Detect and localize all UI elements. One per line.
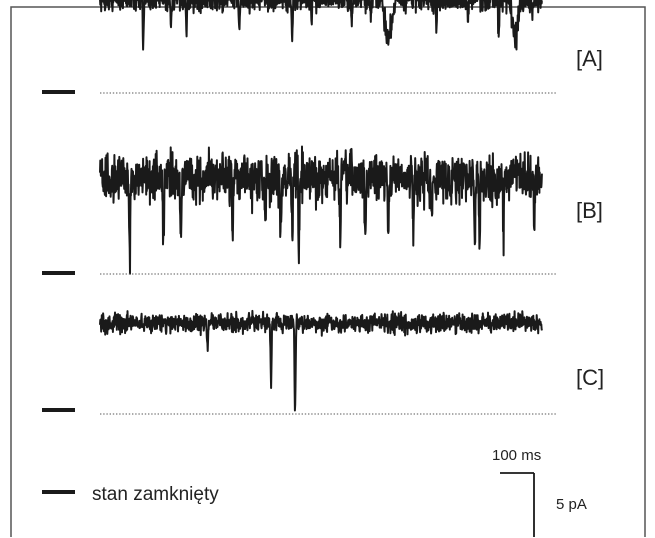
trace-b-line (99, 145, 543, 275)
scale-bar-time-label: 100 ms (492, 447, 541, 464)
trace-c-line (99, 309, 543, 412)
trace-a-label: [A] (576, 46, 603, 71)
figure-border (10, 6, 646, 537)
trace-a-line (99, 0, 543, 51)
scale-bar-current-label: 5 pA (556, 496, 587, 513)
trace-c-label: [C] (576, 365, 604, 390)
trace-b-label: [B] (576, 198, 603, 223)
closed-state-legend-label: stan zamknięty (92, 484, 219, 505)
